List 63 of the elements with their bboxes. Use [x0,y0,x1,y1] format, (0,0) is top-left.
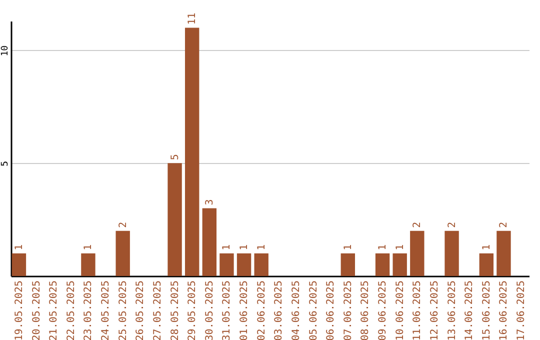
x-tick-label: 29.05.2025 [187,280,198,340]
x-tick-label: 13.06.2025 [446,280,458,340]
x-tick-label: 23.05.2025 [83,280,94,340]
x-tick-label: 27.05.2025 [152,280,164,340]
bar [168,163,182,276]
bar [220,253,234,276]
x-tick-label: 28.05.2025 [170,280,181,340]
data-label: 2 [118,222,129,228]
bar [116,230,130,276]
data-label: 1 [222,244,233,250]
x-tick-label: 22.05.2025 [66,280,77,340]
x-tick-label: 11.06.2025 [412,280,424,340]
bar [12,253,26,276]
data-label: 2 [446,222,458,228]
data-label: 1 [394,244,406,250]
data-label: 1 [14,244,25,250]
x-tick-label: 09.06.2025 [378,280,389,340]
x-tick-label: 17.06.2025 [516,280,528,340]
data-label: 2 [412,222,424,228]
x-tick-label: 19.05.2025 [14,280,25,340]
bar [81,253,96,276]
x-tick-label: 20.05.2025 [31,280,42,340]
x-tick-label: 06.06.2025 [326,280,337,340]
data-label: 11 [187,12,198,25]
data-label: 1 [83,244,94,250]
x-tick-label: 02.06.2025 [256,280,268,340]
bar [479,253,494,276]
bar [444,230,459,276]
x-tick-label: 16.06.2025 [498,280,510,340]
data-label: 1 [239,244,250,250]
x-tick-label: 14.06.2025 [464,280,476,340]
x-tick-label: 12.06.2025 [429,280,440,340]
x-tick-label: 21.05.2025 [48,280,60,340]
data-label: 1 [481,244,492,250]
data-label: 1 [342,244,354,250]
x-tick-label: 08.06.2025 [360,280,372,340]
x-tick-label: 15.06.2025 [481,280,492,340]
x-tick-label: 26.05.2025 [135,280,146,340]
bar [410,230,424,276]
data-label: 5 [170,154,181,160]
x-tick-label: 24.05.2025 [100,280,112,340]
bar [392,253,407,276]
bar [375,253,390,276]
bar [202,208,217,276]
x-tick-label: 30.05.2025 [204,280,216,340]
data-label: 3 [204,199,216,206]
data-label: 1 [378,244,389,250]
bar [236,253,252,276]
x-tick-label: 10.06.2025 [394,280,406,340]
bar [340,253,356,276]
x-tick-label: 05.06.2025 [308,280,320,340]
x-tick-label: 03.06.2025 [274,280,285,340]
y-tick-label: 10 [0,45,10,56]
bar [184,28,200,276]
x-tick-label: 07.06.2025 [342,280,354,340]
data-label: 2 [498,222,510,228]
bar [254,253,268,276]
data-label: 1 [256,244,268,250]
x-tick-label: 04.06.2025 [290,280,302,340]
x-tick-label: 31.05.2025 [222,280,233,340]
x-tick-label: 01.06.2025 [239,280,250,340]
x-tick-label: 25.05.2025 [118,280,129,340]
bar [496,230,511,276]
